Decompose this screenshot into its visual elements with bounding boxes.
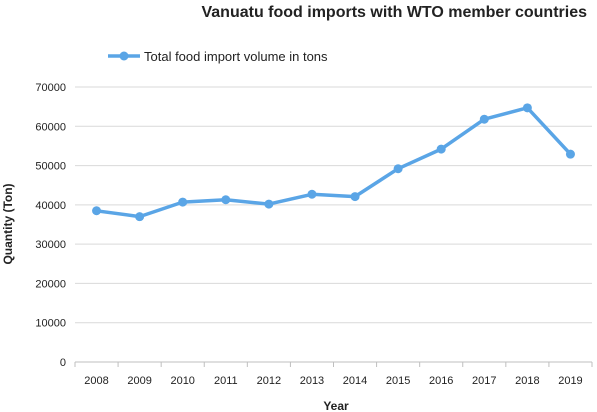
x-tick-label: 2019 — [558, 375, 582, 387]
data-point — [436, 144, 446, 154]
x-tick-label: 2017 — [472, 375, 496, 387]
y-tick-label: 50000 — [35, 161, 66, 173]
data-point — [178, 197, 188, 207]
x-tick-label: 2012 — [257, 375, 281, 387]
data-point — [522, 103, 532, 113]
data-point — [350, 192, 360, 202]
gridlines — [75, 86, 592, 324]
data-point — [307, 189, 317, 199]
series-points — [92, 103, 575, 222]
x-tick-label: 2010 — [170, 375, 194, 387]
x-tick-label: 2009 — [127, 375, 151, 387]
y-tick-label: 0 — [60, 357, 66, 369]
y-tick-label: 10000 — [35, 318, 66, 330]
y-tick-label: 40000 — [35, 200, 66, 212]
data-point — [221, 195, 231, 205]
x-tick-label: 2011 — [214, 375, 238, 387]
y-axis-ticks: 0 10000 20000 30000 40000 50000 60000 70000 — [35, 82, 66, 369]
data-point — [264, 199, 274, 209]
x-axis-ticks: 2008 2009 2010 2011 2012 2013 2014 2015 2016 2017… — [74, 362, 593, 387]
x-tick-label: 2013 — [300, 375, 324, 387]
y-tick-label: 60000 — [35, 121, 66, 133]
data-point — [565, 149, 575, 159]
y-tick-label: 70000 — [35, 82, 66, 94]
x-tick-label: 2015 — [386, 375, 410, 387]
x-tick-label: 2018 — [515, 375, 539, 387]
data-point — [479, 114, 489, 124]
x-tick-label: 2016 — [429, 375, 453, 387]
chart-title: Vanuatu food imports with WTO member cou… — [201, 4, 587, 21]
data-point — [92, 206, 102, 216]
data-point — [393, 164, 403, 174]
legend: Total food import volume in tons — [108, 49, 328, 64]
x-axis-label: Year — [323, 399, 349, 412]
x-tick-label: 2014 — [343, 375, 367, 387]
legend-marker — [119, 51, 129, 61]
y-tick-label: 20000 — [35, 278, 66, 290]
legend-label: Total food import volume in tons — [144, 49, 328, 64]
x-tick-label: 2008 — [84, 375, 108, 387]
y-tick-label: 30000 — [35, 239, 66, 251]
y-axis-label: Quantity (Ton) — [1, 183, 15, 264]
series-line — [94, 106, 573, 219]
data-point — [135, 212, 145, 222]
